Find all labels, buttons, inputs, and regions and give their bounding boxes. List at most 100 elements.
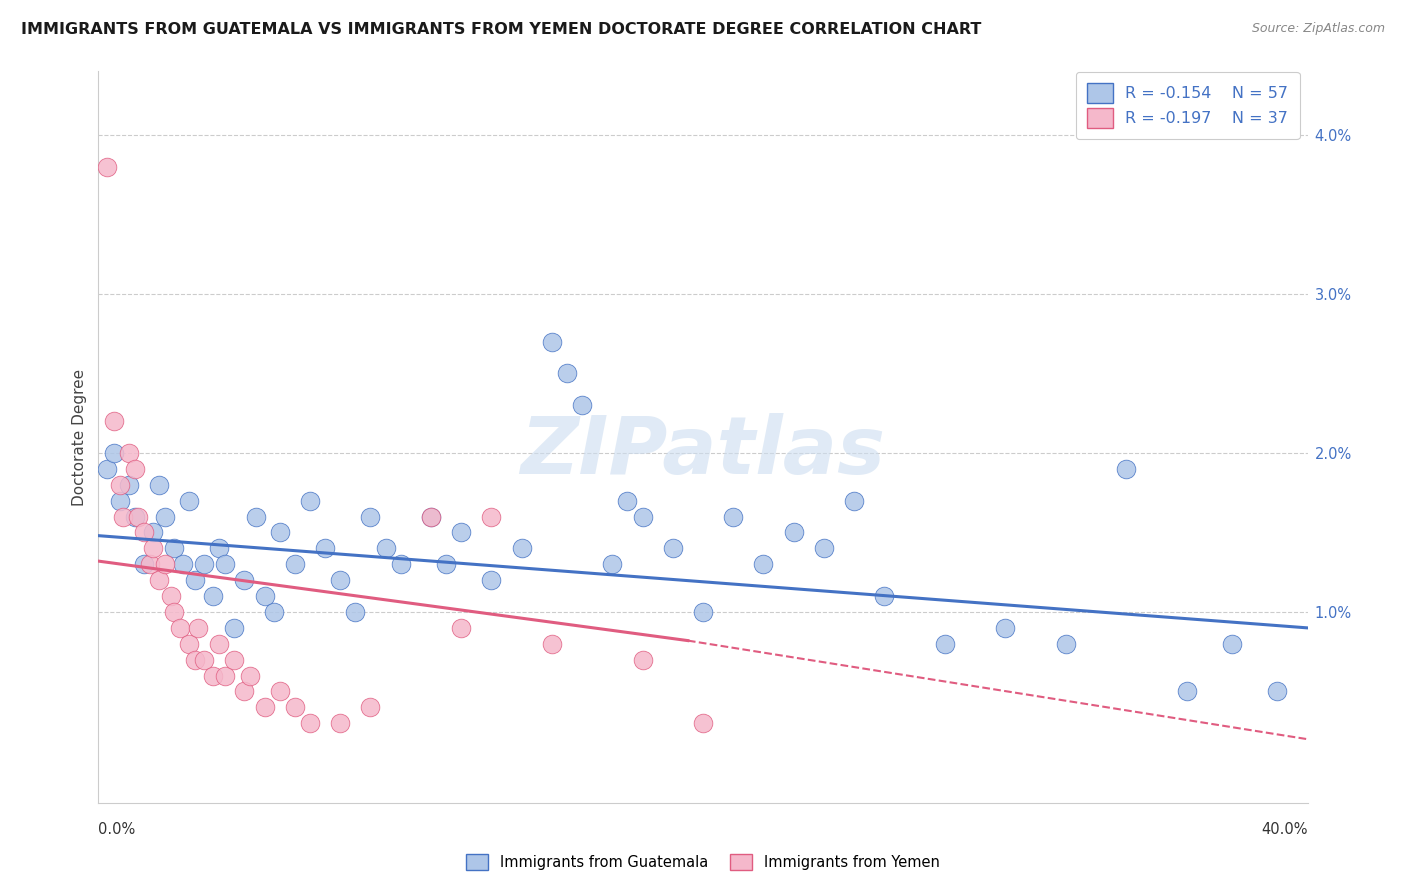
- Point: [253, 589, 276, 603]
- Point: [420, 509, 443, 524]
- Text: 0.0%: 0.0%: [98, 822, 135, 837]
- Point: [127, 509, 149, 524]
- Point: [692, 605, 714, 619]
- Point: [118, 446, 141, 460]
- Point: [284, 558, 307, 572]
- Point: [108, 493, 131, 508]
- Point: [844, 493, 866, 508]
- Point: [420, 509, 443, 524]
- Point: [184, 573, 207, 587]
- Point: [208, 541, 231, 556]
- Legend: Immigrants from Guatemala, Immigrants from Yemen: Immigrants from Guatemala, Immigrants fr…: [461, 848, 945, 876]
- Point: [239, 668, 262, 682]
- Point: [540, 334, 562, 349]
- Point: [616, 493, 638, 508]
- Point: [723, 509, 745, 524]
- Point: [214, 558, 236, 572]
- Point: [148, 573, 170, 587]
- Point: [124, 509, 146, 524]
- Point: [1054, 637, 1077, 651]
- Point: [662, 541, 685, 556]
- Point: [602, 558, 624, 572]
- Point: [783, 525, 806, 540]
- Point: [232, 573, 254, 587]
- Point: [873, 589, 896, 603]
- Point: [245, 509, 267, 524]
- Y-axis label: Doctorate Degree: Doctorate Degree: [72, 368, 87, 506]
- Point: [193, 653, 215, 667]
- Point: [284, 700, 307, 714]
- Point: [163, 541, 186, 556]
- Point: [172, 558, 194, 572]
- Legend: R = -0.154    N = 57, R = -0.197    N = 37: R = -0.154 N = 57, R = -0.197 N = 37: [1076, 72, 1299, 139]
- Point: [103, 446, 125, 460]
- Point: [1175, 684, 1198, 698]
- Point: [253, 700, 276, 714]
- Point: [179, 493, 201, 508]
- Point: [214, 668, 236, 682]
- Point: [631, 653, 654, 667]
- Point: [202, 589, 225, 603]
- Point: [96, 160, 118, 174]
- Point: [314, 541, 336, 556]
- Point: [994, 621, 1017, 635]
- Point: [132, 558, 155, 572]
- Point: [752, 558, 775, 572]
- Point: [450, 525, 472, 540]
- Point: [510, 541, 533, 556]
- Text: IMMIGRANTS FROM GUATEMALA VS IMMIGRANTS FROM YEMEN DOCTORATE DEGREE CORRELATION : IMMIGRANTS FROM GUATEMALA VS IMMIGRANTS …: [21, 22, 981, 37]
- Point: [555, 367, 578, 381]
- Point: [481, 509, 503, 524]
- Point: [139, 558, 162, 572]
- Point: [374, 541, 396, 556]
- Point: [813, 541, 835, 556]
- Point: [299, 493, 322, 508]
- Point: [153, 509, 176, 524]
- Point: [389, 558, 412, 572]
- Point: [692, 716, 714, 731]
- Point: [263, 605, 285, 619]
- Point: [571, 398, 593, 412]
- Point: [1267, 684, 1289, 698]
- Point: [142, 525, 165, 540]
- Point: [208, 637, 231, 651]
- Point: [1115, 462, 1137, 476]
- Point: [360, 509, 382, 524]
- Point: [224, 653, 246, 667]
- Point: [184, 653, 207, 667]
- Point: [934, 637, 956, 651]
- Point: [103, 414, 125, 428]
- Point: [160, 589, 183, 603]
- Point: [232, 684, 254, 698]
- Point: [299, 716, 322, 731]
- Point: [269, 525, 291, 540]
- Point: [163, 605, 186, 619]
- Point: [224, 621, 246, 635]
- Point: [269, 684, 291, 698]
- Point: [132, 525, 155, 540]
- Point: [111, 509, 134, 524]
- Point: [202, 668, 225, 682]
- Point: [434, 558, 457, 572]
- Point: [179, 637, 201, 651]
- Point: [148, 477, 170, 491]
- Point: [481, 573, 503, 587]
- Point: [193, 558, 215, 572]
- Text: Source: ZipAtlas.com: Source: ZipAtlas.com: [1251, 22, 1385, 36]
- Text: ZIPatlas: ZIPatlas: [520, 413, 886, 491]
- Point: [329, 716, 352, 731]
- Point: [187, 621, 209, 635]
- Point: [1220, 637, 1243, 651]
- Point: [142, 541, 165, 556]
- Point: [169, 621, 191, 635]
- Point: [631, 509, 654, 524]
- Point: [329, 573, 352, 587]
- Point: [118, 477, 141, 491]
- Point: [124, 462, 146, 476]
- Point: [360, 700, 382, 714]
- Point: [450, 621, 472, 635]
- Point: [540, 637, 562, 651]
- Point: [344, 605, 367, 619]
- Point: [96, 462, 118, 476]
- Point: [108, 477, 131, 491]
